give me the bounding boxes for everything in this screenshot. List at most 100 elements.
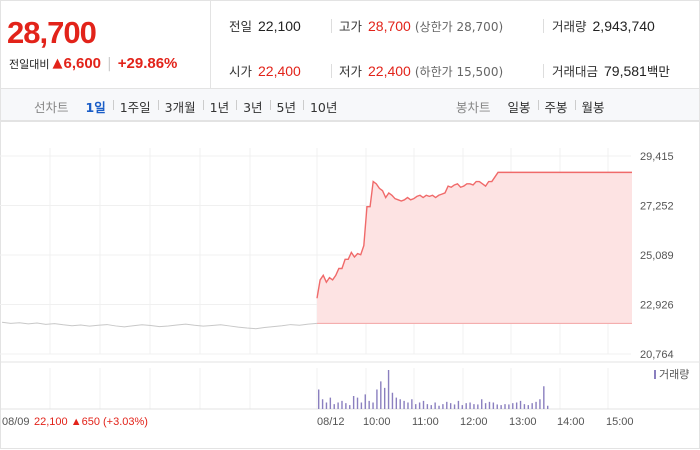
x-tick-label: 14:00 xyxy=(557,416,585,428)
prev-close-label: 전일 xyxy=(229,19,253,34)
volume-bar xyxy=(512,403,514,409)
high-value: 28,700 xyxy=(368,18,411,34)
open-value: 22,400 xyxy=(258,63,301,79)
volume-bar xyxy=(492,402,495,409)
tab-10y[interactable]: 10년 xyxy=(302,97,344,116)
volume-bar xyxy=(345,403,347,409)
amount-label: 거래대금 xyxy=(552,64,599,79)
volume-bar xyxy=(481,399,483,409)
volume-bar xyxy=(411,399,413,409)
change-label: 전일대비 xyxy=(9,57,50,71)
volume-bar xyxy=(453,404,456,409)
volume-bar xyxy=(543,386,545,409)
volume-bar xyxy=(407,402,409,409)
volume-bar xyxy=(415,404,417,409)
tab-5y[interactable]: 5년 xyxy=(269,97,303,116)
today-series xyxy=(316,171,632,299)
tab-monthly[interactable]: 월봉 xyxy=(574,97,612,116)
volume-bar xyxy=(418,402,421,409)
divider xyxy=(331,64,332,78)
volume-bar xyxy=(508,404,510,409)
tab-3m[interactable]: 3개월 xyxy=(157,97,203,116)
volume-bar xyxy=(504,404,506,409)
tab-weekly[interactable]: 주봉 xyxy=(537,97,575,116)
prev-close-value: 22,100 xyxy=(258,18,301,34)
x-tick-label: 11:00 xyxy=(412,416,439,428)
volume-legend-label: 거래량 xyxy=(659,368,689,381)
y-tick-label: 27,252 xyxy=(640,201,674,213)
volume-bar xyxy=(325,402,328,409)
x-tick-label: 08/12 xyxy=(317,416,345,428)
up-arrow-icon: ▲ xyxy=(71,416,82,428)
volume-bar xyxy=(523,404,526,409)
tab-1w[interactable]: 1주일 xyxy=(112,97,158,116)
chart-period-tabs: 선차트 1일 1주일 3개월 1년 3년 5년 10년 봉차트 일봉 주봉 월봉 xyxy=(0,89,700,121)
volume-bar xyxy=(352,396,355,409)
stat-low: 저가 22,400 (하한가 15,500) xyxy=(339,61,503,80)
volume-bar xyxy=(387,370,390,409)
volume-bar xyxy=(395,397,398,409)
volume-label: 거래량 xyxy=(552,19,587,34)
volume-bar xyxy=(438,405,440,409)
volume-bar xyxy=(380,381,382,409)
current-price-box: 28,700 전일대비 ▲ 6,600 | +29.86% xyxy=(1,1,211,88)
candle-chart-tabs: 봉차트 일봉 주봉 월봉 xyxy=(456,97,612,116)
volume-bar xyxy=(446,401,448,409)
volume-bar xyxy=(321,399,324,409)
volume-bar xyxy=(372,402,374,409)
volume-bar xyxy=(547,405,549,409)
x-tick-label: 08/09 xyxy=(2,416,30,428)
volume-bar xyxy=(364,394,366,409)
line-chart-label: 선차트 xyxy=(34,100,69,115)
tab-1y[interactable]: 1년 xyxy=(202,97,236,116)
x-tick-label: 15:00 xyxy=(606,416,634,428)
tab-1d[interactable]: 1일 xyxy=(85,100,106,115)
line-chart-tabs: 선차트 1일 1주일 3개월 1년 3년 5년 10년 xyxy=(34,97,344,116)
tab-3y[interactable]: 3년 xyxy=(236,97,269,116)
volume-bar xyxy=(391,392,394,409)
stat-open: 시가 22,400 xyxy=(229,61,301,80)
volume-bar xyxy=(519,400,522,409)
y-tick-label: 25,089 xyxy=(640,250,674,262)
x-tick-label: 10:00 xyxy=(363,416,391,428)
tab-daily[interactable]: 일봉 xyxy=(507,100,531,115)
volume-bar xyxy=(318,389,320,409)
price-chart: 29,415 27,252 25,089 22,926 20,764 거래량 08/09 08… xyxy=(0,121,700,449)
low-label: 저가 xyxy=(339,64,363,79)
y-tick-label: 20,764 xyxy=(640,349,674,361)
volume-bar xyxy=(430,405,432,409)
x-tick-label: 12:00 xyxy=(460,416,488,428)
volume-bar xyxy=(376,389,378,409)
amount-unit: 백만 xyxy=(646,64,670,79)
prev-day-series xyxy=(1,321,318,330)
candle-chart-label: 봉차트 xyxy=(456,100,491,115)
change-divider: | xyxy=(107,55,112,72)
volume-bar xyxy=(333,404,335,409)
price-change: 전일대비 ▲ 6,600 | +29.86% xyxy=(9,55,177,72)
volume-bar xyxy=(484,403,487,409)
divider xyxy=(331,19,332,33)
stat-high: 고가 28,700 (상한가 28,700) xyxy=(339,16,503,35)
volume-bar xyxy=(356,397,359,409)
volume-bar xyxy=(496,404,498,409)
y-tick-label: 29,415 xyxy=(640,151,674,163)
today-area xyxy=(317,172,632,324)
lower-limit: (하한가 15,500) xyxy=(414,65,504,79)
low-value: 22,400 xyxy=(368,63,411,79)
volume-bar xyxy=(527,405,529,409)
change-percent: +29.86% xyxy=(117,55,178,72)
open-label: 시가 xyxy=(229,64,253,79)
volume-bar xyxy=(449,403,452,409)
change-value: 6,600 xyxy=(63,55,102,72)
volume-bar xyxy=(368,400,370,409)
prev-day-pct: (+3.03%) xyxy=(103,416,148,428)
volume-bar xyxy=(422,400,425,409)
volume-bar xyxy=(461,405,464,409)
volume-bar xyxy=(539,399,541,409)
volume-bar xyxy=(473,404,475,409)
volume-bar xyxy=(531,403,533,409)
prev-day-change: 650 xyxy=(82,416,103,428)
upper-limit: (상한가 28,700) xyxy=(414,20,504,34)
stat-prev-close: 전일 22,100 xyxy=(229,16,301,35)
prev-day-close: 22,100 xyxy=(34,416,71,428)
